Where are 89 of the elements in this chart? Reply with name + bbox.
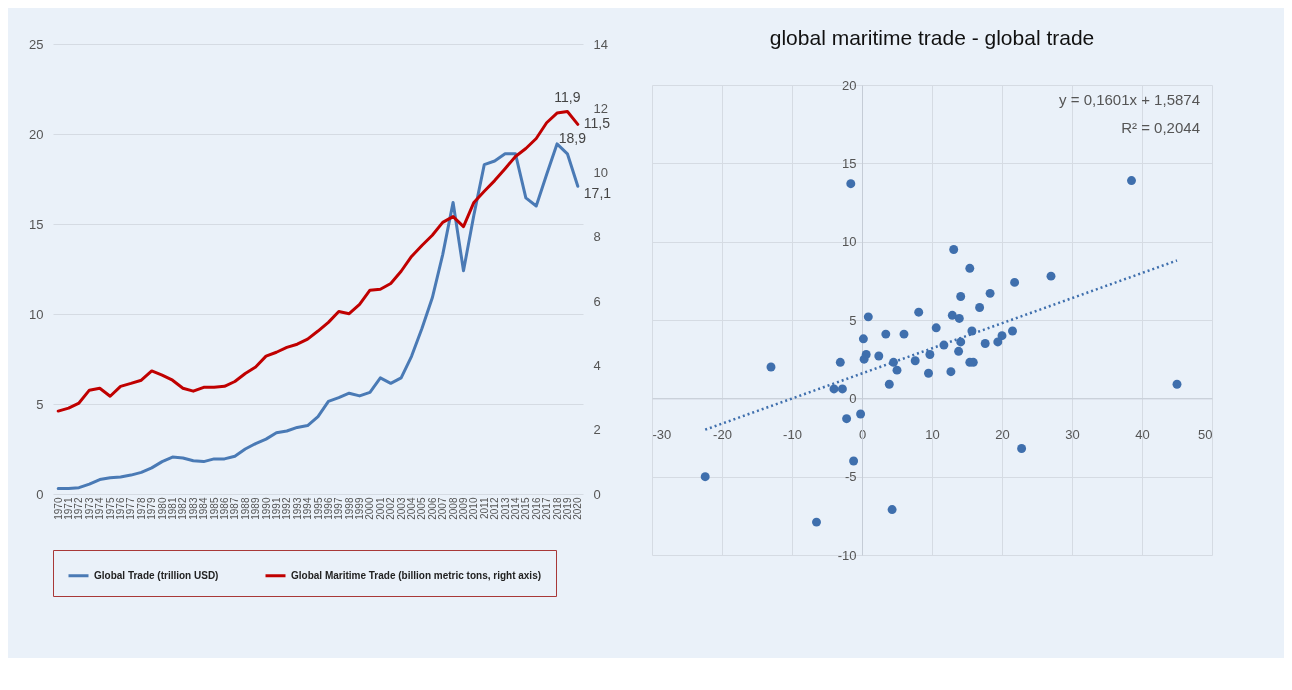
y-tick-label: -10 [837, 547, 857, 563]
x-tick-label: 1998 [343, 497, 355, 520]
x-tick-label: 2003 [395, 497, 407, 520]
x-tick-label: 2018 [551, 497, 563, 520]
x-tick-label: 1985 [208, 497, 220, 520]
x-tick-label: 2008 [447, 497, 459, 520]
y2-tick-label: 4 [593, 357, 601, 373]
y2-tick-label: 14 [593, 36, 608, 52]
x-tick-label: 1974 [94, 497, 106, 520]
x-tick-label: 2007 [437, 497, 449, 520]
x-tick-label: 1975 [104, 497, 116, 520]
data-label: 17,1 [583, 185, 612, 202]
x-tick-label: 2004 [406, 497, 418, 520]
x-tick-label: 2000 [364, 497, 376, 520]
y-tick-label: 10 [29, 306, 44, 322]
x-tick-label: 2002 [385, 497, 397, 520]
x-tick-label: 1988 [239, 497, 251, 520]
annotation: R² = 0,2044 [1121, 119, 1200, 136]
x-tick-label: 1997 [333, 497, 345, 520]
y-tick-label: 15 [29, 216, 44, 232]
x-tick-label: 1980 [156, 497, 168, 520]
y-tick-label: 25 [29, 36, 44, 52]
x-tick-label: 1995 [312, 497, 324, 520]
y2-tick-label: 12 [593, 100, 608, 116]
data-label: 11,9 [554, 88, 581, 105]
x-tick-label: 2015 [520, 497, 532, 520]
data-label: 11,5 [583, 115, 611, 132]
x-tick-label: -10 [783, 426, 802, 442]
annotation: y = 0,1601x + 1,5874 [1059, 91, 1200, 108]
y-tick-label: 15 [842, 155, 857, 171]
x-tick-label: 1996 [322, 497, 334, 520]
x-tick-label: 1987 [229, 497, 241, 520]
x-tick-label: 20 [995, 426, 1010, 442]
x-tick-label: 1976 [115, 497, 127, 520]
data-label: 18,9 [558, 129, 587, 146]
x-tick-label: 1979 [146, 497, 158, 520]
x-tick-label: 2019 [561, 497, 573, 520]
x-tick-label: 1972 [73, 497, 85, 520]
x-tick-label: 1989 [250, 497, 262, 520]
y-tick-label: 5 [36, 396, 44, 412]
x-tick-label: -20 [713, 426, 732, 442]
y-tick-label: 10 [842, 234, 857, 250]
x-tick-label: 40 [1135, 426, 1150, 442]
x-tick-label: 1973 [83, 497, 95, 520]
x-tick-label: 1970 [52, 497, 64, 520]
y2-tick-label: 8 [593, 229, 601, 245]
y2-tick-label: 6 [593, 293, 601, 309]
x-tick-label: 1990 [260, 497, 272, 520]
y2-tick-label: 10 [593, 165, 608, 181]
y-tick-label: 20 [29, 126, 44, 142]
x-tick-label: 1991 [270, 497, 282, 520]
y-tick-label: -5 [844, 469, 857, 485]
x-tick-label: 2012 [489, 497, 501, 520]
x-tick-label: 10 [925, 426, 940, 442]
x-tick-label: 2017 [541, 497, 553, 520]
x-tick-label: 1977 [125, 497, 137, 520]
x-tick-label: 50 [1198, 426, 1213, 442]
x-tick-label: 1971 [63, 497, 75, 520]
x-tick-label: 2005 [416, 497, 428, 520]
x-tick-label: 1984 [198, 497, 210, 520]
y-tick-label: 0 [849, 390, 857, 406]
x-tick-label: 1999 [354, 497, 366, 520]
chart-title: global maritime trade - global trade [769, 26, 1095, 49]
x-tick-label: 2016 [530, 497, 542, 520]
x-tick-label: 1978 [135, 497, 147, 520]
x-tick-label: -30 [652, 426, 672, 442]
x-tick-label: 1993 [291, 497, 303, 520]
x-tick-label: 2009 [457, 497, 469, 520]
x-tick-label: 1992 [281, 497, 293, 520]
x-tick-label: 1982 [177, 497, 189, 520]
x-tick-label: 1994 [302, 497, 314, 520]
y2-tick-label: 0 [593, 486, 601, 502]
x-tick-label: 2010 [468, 497, 480, 520]
legend-label: Global Maritime Trade (billion metric tons, right axis) [291, 569, 542, 581]
x-tick-label: 1986 [218, 497, 230, 520]
x-tick-label: 2006 [426, 497, 438, 520]
x-tick-label: 2020 [572, 497, 584, 520]
x-tick-label: 2013 [499, 497, 511, 520]
x-tick-label: 1981 [167, 497, 179, 520]
x-tick-label: 2014 [509, 497, 521, 520]
y-tick-label: 5 [849, 312, 857, 328]
x-tick-label: 2001 [374, 497, 386, 520]
y-tick-label: 0 [36, 486, 44, 502]
y2-tick-label: 2 [593, 422, 601, 438]
x-tick-label: 1983 [187, 497, 199, 520]
legend-label: Global Trade (trillion USD) [94, 569, 219, 581]
y-tick-label: 20 [842, 77, 857, 93]
x-tick-label: 30 [1065, 426, 1080, 442]
x-tick-label: 2011 [478, 497, 490, 520]
